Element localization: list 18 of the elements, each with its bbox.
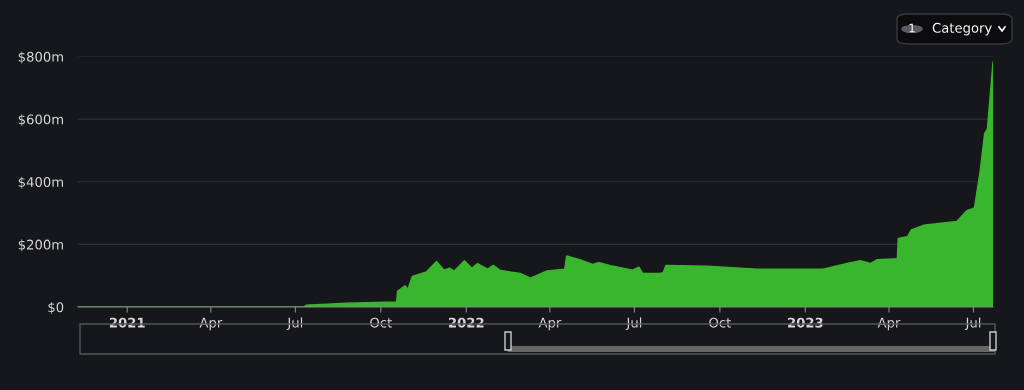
y-tick-label: $0 xyxy=(48,301,64,314)
y-tick-label: $800m xyxy=(18,51,63,64)
text: 1 xyxy=(909,23,915,33)
y-tick-label: $600m xyxy=(18,114,63,127)
x-tick-label: Jul xyxy=(964,317,981,331)
y-tick-label: $400m xyxy=(18,176,63,189)
text: Category xyxy=(932,22,992,36)
y-tick-label: $200m xyxy=(18,239,63,252)
x-tick-label: Apr xyxy=(538,317,562,331)
x-tick-label: 2021 xyxy=(109,317,145,328)
x-tick-label: Jul xyxy=(286,317,303,331)
x-tick-label: Oct xyxy=(370,317,392,328)
x-tick-label: 2022 xyxy=(448,317,484,328)
x-tick-label: 2023 xyxy=(788,317,823,328)
x-tick-label: Apr xyxy=(199,317,223,331)
x-tick-label: Jul xyxy=(625,317,642,331)
x-tick-label: Oct xyxy=(709,317,731,328)
x-tick-label: Apr xyxy=(877,317,901,331)
